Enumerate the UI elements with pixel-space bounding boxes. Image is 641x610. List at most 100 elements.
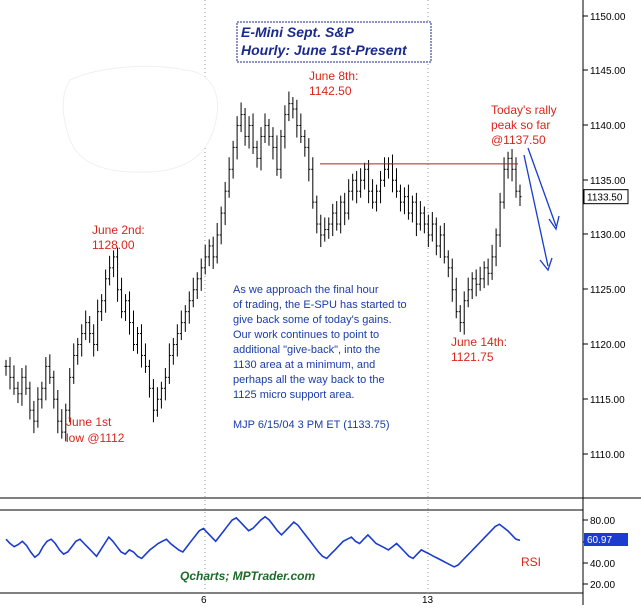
last-price-badge-bg bbox=[583, 189, 629, 205]
price-bar bbox=[271, 127, 275, 160]
y-tick-label: 1150.00 bbox=[590, 12, 626, 23]
price-bar bbox=[104, 269, 108, 313]
price-bar bbox=[311, 157, 315, 209]
price-bar bbox=[203, 244, 207, 275]
price-bar bbox=[235, 116, 239, 160]
arrow-1-head bbox=[548, 215, 560, 231]
annotation-june1-line1: June 1st bbox=[66, 415, 112, 429]
price-bar bbox=[76, 337, 80, 365]
rsi-line bbox=[5, 515, 521, 568]
price-bar bbox=[295, 99, 299, 138]
price-bar bbox=[458, 305, 462, 332]
commentary-line: perhaps all the way back to the bbox=[233, 374, 385, 386]
price-bar bbox=[430, 212, 434, 242]
price-bar bbox=[275, 135, 279, 176]
arrow-1-shaft bbox=[527, 147, 557, 227]
price-bar bbox=[438, 225, 442, 258]
price-bar bbox=[418, 201, 422, 231]
price-bar bbox=[4, 359, 8, 376]
y-tick-label: 1110.00 bbox=[590, 450, 625, 461]
y-tick-label: 1115.00 bbox=[590, 395, 625, 406]
price-bar bbox=[187, 291, 191, 324]
price-bar bbox=[518, 184, 522, 206]
y-tick-label: 1135.00 bbox=[590, 176, 626, 187]
price-y-axis: 1110.00 1115.00 1120.00 1125.00 1130.00 … bbox=[583, 12, 626, 461]
price-bar bbox=[132, 310, 136, 352]
price-bar bbox=[398, 184, 402, 212]
price-bar bbox=[303, 129, 307, 157]
price-bar bbox=[195, 272, 199, 300]
price-bar bbox=[426, 214, 430, 248]
price-bars bbox=[4, 91, 522, 442]
y-tick-label: 1145.00 bbox=[590, 66, 626, 77]
price-bar bbox=[64, 403, 68, 442]
x-axis: 6 13 bbox=[201, 595, 434, 606]
price-bar bbox=[36, 387, 40, 428]
price-bar bbox=[239, 102, 243, 133]
price-bar bbox=[20, 368, 24, 406]
annotation-june2-line1: June 2nd: bbox=[92, 223, 145, 237]
price-bar bbox=[155, 387, 159, 417]
commentary-line: of trading, the E-SPU has started to bbox=[233, 299, 407, 311]
price-bar bbox=[143, 343, 147, 373]
price-bar bbox=[402, 187, 406, 215]
price-bar bbox=[223, 181, 227, 226]
rsi-last-label: 60.97 bbox=[587, 535, 612, 546]
annotation-june2: June 2nd: 1128.00 bbox=[92, 223, 145, 252]
price-bar bbox=[116, 247, 120, 302]
annotation-june2-line2: 1128.00 bbox=[92, 238, 135, 252]
arrow-2-shaft bbox=[523, 154, 549, 267]
commentary-line: 1130 area at a minimum, and bbox=[233, 359, 375, 371]
price-bar bbox=[363, 162, 367, 190]
y-tick-label: 1130.00 bbox=[590, 230, 626, 241]
chart-subtitle: Hourly: June 1st-Present bbox=[241, 42, 408, 58]
commentary-line: give back some of today's gains. bbox=[233, 314, 392, 326]
price-bar bbox=[307, 138, 311, 182]
annotation-june8: June 8th: 1142.50 bbox=[309, 69, 358, 98]
price-bar bbox=[367, 159, 371, 204]
price-bar bbox=[171, 337, 175, 365]
title-box-outline bbox=[236, 21, 432, 63]
signature: MJP 6/15/04 3 PM ET (1133.75) bbox=[233, 419, 390, 431]
annotation-june14-line2: 1121.75 bbox=[451, 350, 494, 364]
price-bar bbox=[291, 97, 295, 119]
price-bar bbox=[159, 381, 163, 409]
price-bar bbox=[24, 365, 28, 395]
annotation-rally-line2: peak so far bbox=[491, 118, 550, 132]
price-bar bbox=[263, 113, 267, 144]
price-bar bbox=[410, 195, 414, 223]
price-bar bbox=[219, 206, 223, 245]
price-bar bbox=[147, 359, 151, 398]
rsi-last-badge: 60.97 bbox=[584, 533, 628, 546]
price-bar bbox=[414, 192, 418, 237]
price-bar bbox=[199, 258, 203, 291]
price-bar bbox=[211, 236, 215, 269]
annotation-june8-line2: 1142.50 bbox=[309, 84, 352, 98]
price-bar bbox=[450, 258, 454, 302]
price-bar bbox=[486, 258, 490, 286]
price-bar bbox=[32, 400, 36, 434]
arrow-2-head bbox=[539, 257, 553, 272]
price-bar bbox=[339, 195, 343, 234]
price-bar bbox=[52, 370, 56, 409]
price-bar bbox=[12, 365, 16, 395]
rsi-y-tick-label: 80.00 bbox=[590, 516, 615, 527]
price-bar bbox=[120, 277, 124, 319]
price-bar bbox=[327, 217, 331, 239]
watermark: Qcharts; MPTrader.com bbox=[180, 569, 315, 583]
rsi-y-tick-label: 20.00 bbox=[590, 580, 615, 591]
price-bar bbox=[48, 354, 52, 384]
price-bar bbox=[68, 368, 72, 423]
price-bar bbox=[335, 201, 339, 231]
price-bar bbox=[442, 222, 446, 264]
price-bar bbox=[247, 116, 251, 149]
price-bar bbox=[80, 324, 84, 357]
chart-title: E-Mini Sept. S&P bbox=[241, 24, 354, 40]
rsi-last-badge-bg bbox=[584, 533, 628, 546]
price-bar bbox=[510, 149, 514, 182]
price-bar bbox=[191, 277, 195, 308]
price-bar bbox=[498, 192, 502, 248]
price-bar bbox=[167, 343, 171, 384]
price-bar bbox=[287, 91, 291, 122]
